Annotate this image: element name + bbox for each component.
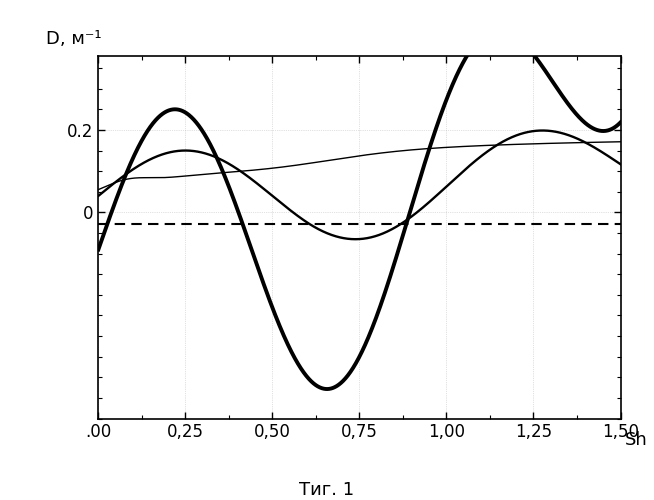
X-axis label: Sh: Sh [625,431,647,449]
Text: Τиг. 1: Τиг. 1 [300,481,354,499]
Text: D, м⁻¹: D, м⁻¹ [46,30,102,48]
